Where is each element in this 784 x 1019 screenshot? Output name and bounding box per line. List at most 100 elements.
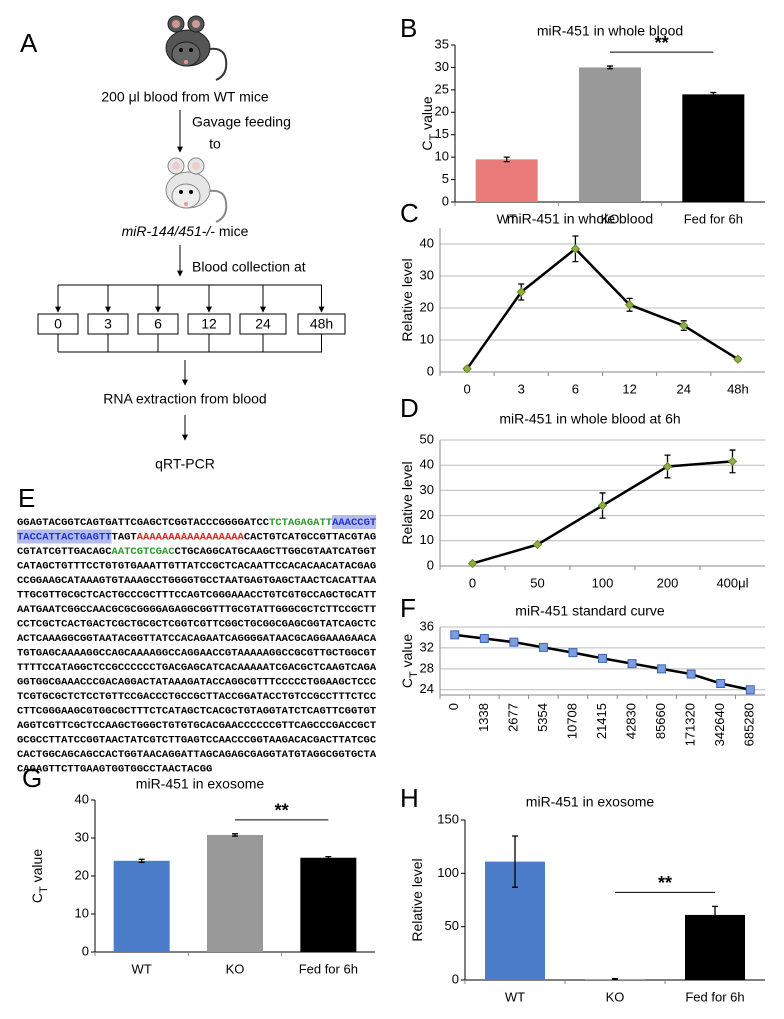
y-axis-label-part: Relative level (409, 858, 425, 941)
sequence-line: CCTCGCTCACTGACTCGCTGCGCTCGGTCGTTCGGCTGCG… (17, 618, 377, 630)
y-tick-label: 0 (452, 971, 459, 986)
sequence-segment: AGGTCGTTCGCTCCAAGCTGGGCTGTGTGCACGAACCCCC… (17, 720, 376, 732)
marker (662, 461, 673, 472)
chart-title: miR-451 in exosome (526, 794, 655, 810)
marker (733, 354, 743, 364)
marker (716, 678, 726, 688)
timepoint-label: 48h (310, 316, 333, 332)
y-tick-label: 30 (75, 829, 89, 844)
x-tick-label: Fed for 6h (684, 211, 743, 226)
timepoint-group: 0 3 6 12 24 48h (37, 284, 346, 353)
sequence-segment: TACCATTACTGAGTT (17, 531, 112, 543)
x-tick-label: Fed for 6h (685, 989, 744, 1004)
sequence-segment: TAGT (112, 531, 137, 543)
error-bar (232, 833, 238, 837)
chart-title: miR-451 in whole blood (537, 23, 683, 39)
step-label: qRT-PCR (155, 456, 215, 472)
step-label: to (209, 136, 221, 152)
y-tick-label: 50 (445, 918, 459, 933)
bar (113, 860, 170, 952)
panel-letter: G (22, 763, 42, 793)
error-bar (712, 905, 718, 925)
x-tick-label: 24 (677, 381, 691, 396)
marker (462, 364, 472, 374)
x-tick-label: KO (601, 211, 620, 226)
bar (475, 159, 538, 202)
y-axis-label-part: T (428, 133, 440, 140)
y-axis-label: Relative level (409, 858, 425, 941)
marker (479, 634, 489, 644)
marker (657, 664, 667, 674)
timepoint-label: 3 (104, 316, 112, 332)
sequence-line: TCGTGCGCTCTCCTGTTCCGACCCTGCCGCTTACCGGATA… (17, 691, 377, 703)
sequence-segment: CCTCGCTCACTGACTCGCTGCGCTCGGTCGTTCGGCTGCG… (17, 618, 377, 630)
y-tick-label: 50 (420, 431, 434, 446)
source-label: 200 μl blood from WT mice (101, 89, 269, 105)
x-tick-label: 0 (446, 703, 461, 710)
y-axis-label-part: T (408, 671, 420, 678)
sequence-segment: CAGAGTTCTTGAAGTGGTGGCCTAACTACGG (17, 763, 212, 775)
line (466, 247, 739, 370)
sequence-line: TTTTCCATAGGCTCCGCCCCCCTGACGAGCATCACAAAAA… (17, 662, 377, 674)
y-tick-label: 150 (437, 811, 459, 826)
y-axis-label: CT value (419, 96, 440, 150)
sequence-segment: GCGCCTTATCCGGTAACTATCGTCTTGAGTCCAACCCGGT… (17, 734, 377, 746)
y-tick-label: 20 (420, 507, 434, 522)
x-tick-label: WT (505, 989, 525, 1004)
y-tick-label: 0 (427, 557, 434, 572)
sequence-segment: CACTGTCATGCCGTTACGTAG (244, 531, 376, 543)
significance-label: ** (655, 33, 669, 53)
sequence-line: TACCATTACTGAGTTTAGTAAAAAAAAAAAAAAAAACACT… (17, 531, 376, 543)
x-tick-label: 3 (518, 381, 525, 396)
y-axis-label: CT value (399, 634, 420, 688)
y-axis-label-part: C (29, 893, 45, 903)
y-tick-label: 15 (435, 126, 449, 141)
marker (516, 287, 526, 297)
error-bar (512, 835, 518, 888)
panel-letter: C (400, 198, 419, 228)
sequence-segment: TCTAGAGATT (269, 517, 332, 529)
x-tick-label: 342640 (712, 703, 727, 746)
marker (467, 558, 478, 569)
error-bar (138, 858, 145, 863)
y-axis-label: CT value (29, 849, 50, 903)
x-tick-label: 400μl (716, 575, 748, 590)
x-tick-label: 10708 (564, 703, 579, 739)
x-tick-label: 5354 (535, 703, 550, 732)
panel-letter: H (400, 783, 419, 813)
y-axis-label-part: value (419, 96, 435, 134)
panel-letter: A (20, 28, 38, 58)
sequence-line: ACTCAAAGGCGGTAATACGGTTATCCACAGAATCAGGGGA… (17, 633, 377, 645)
x-tick-label: 171320 (683, 703, 698, 746)
error-bar (325, 855, 332, 860)
marker (679, 320, 689, 331)
y-tick-label: 10 (420, 331, 434, 346)
x-tick-label: WT (497, 211, 517, 226)
sequence-segment: CTTCGGGAAGCGTGGCGCTTTCTCATAGCTCACGCTGTAG… (17, 705, 376, 717)
y-axis-label-part: C (399, 678, 415, 688)
marker (597, 500, 608, 511)
bar (300, 857, 357, 952)
sequence-segment: CTGCAGGCATGCAAGCTTGGCGTAATCATGGT (175, 546, 377, 558)
x-tick-label: KO (226, 961, 245, 976)
marker (568, 648, 578, 658)
y-tick-label: 10 (420, 532, 434, 547)
marker (598, 653, 607, 663)
y-tick-label: 40 (420, 457, 434, 472)
error-bar (607, 65, 613, 70)
sequence-line: TTGCGTTGCGCTCACTGCCCGCTTTCCAGTCGGGAAACCT… (17, 589, 376, 601)
sequence-segment: AAACCGT (332, 517, 376, 529)
marker (509, 637, 519, 647)
sequence-line: GCGCCTTATCCGGTAACTATCGTCTTGAGTCCAACCCGGT… (17, 734, 377, 746)
sequence-line: CCGGAAGCATAAAGTGTAAAGCCTGGGGTGCCTAATGAGT… (17, 575, 377, 587)
x-tick-label: 50 (530, 575, 544, 590)
sequence-segment: TTTTCCATAGGCTCCGCCCCCCTGACGAGCATCACAAAAA… (17, 662, 377, 674)
y-tick-label: 25 (435, 81, 449, 96)
y-axis-label-part: Relative level (399, 461, 415, 544)
y-axis-label-part: value (29, 849, 45, 887)
highlight (332, 515, 377, 529)
marker (727, 456, 738, 467)
sequence-line: CAGAGTTCTTGAAGTGGTGGCCTAACTACGG (17, 763, 212, 775)
